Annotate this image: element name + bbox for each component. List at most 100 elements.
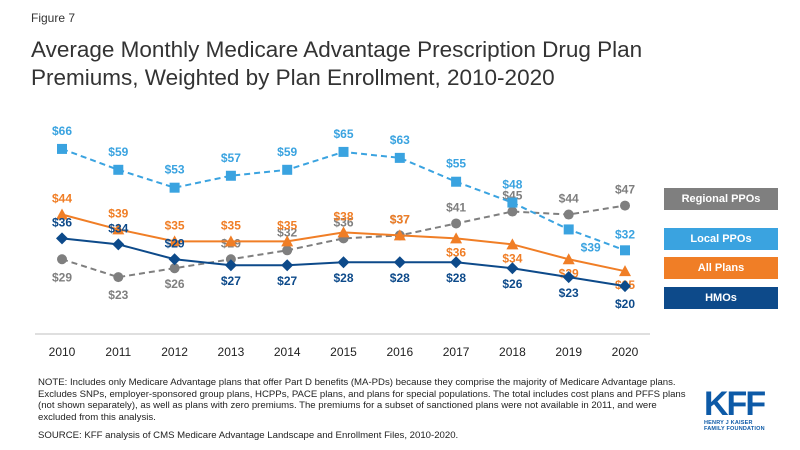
data-label: $23 — [559, 286, 579, 300]
data-label: $55 — [446, 157, 466, 171]
data-label: $32 — [277, 225, 297, 239]
data-point — [225, 170, 236, 181]
x-tick-label: 2017 — [443, 345, 470, 359]
data-point — [619, 280, 631, 293]
data-label: $39 — [581, 240, 601, 254]
data-label: $65 — [333, 127, 353, 141]
data-point — [393, 229, 406, 241]
data-label: $26 — [165, 277, 185, 291]
x-tick-label: 2019 — [555, 345, 582, 359]
legend-regional-ppos: Regional PPOs — [664, 188, 778, 210]
kff-logo: KFF HENRY J KAISER FAMILY FOUNDATION — [704, 385, 774, 432]
data-label: $38 — [333, 209, 353, 223]
data-point — [563, 209, 574, 220]
data-label: $27 — [277, 274, 297, 288]
x-tick-label: 2020 — [612, 345, 639, 359]
data-label: $37 — [390, 212, 410, 226]
data-point — [562, 271, 575, 284]
x-tick-label: 2016 — [386, 345, 413, 359]
data-point — [450, 232, 463, 244]
data-point — [507, 206, 518, 217]
data-point — [506, 238, 519, 250]
x-tick-label: 2014 — [274, 345, 301, 359]
x-tick-label: 2015 — [330, 345, 357, 359]
data-label: $36 — [446, 245, 466, 259]
data-label: $28 — [333, 271, 353, 285]
data-point — [169, 182, 180, 193]
logo-subtitle: HENRY J KAISER FAMILY FOUNDATION — [704, 420, 765, 432]
data-point — [450, 256, 463, 269]
data-point — [337, 226, 350, 238]
x-tick-label: 2013 — [218, 345, 245, 359]
data-point — [113, 164, 124, 175]
data-label: $28 — [390, 271, 410, 285]
data-label: $20 — [615, 297, 635, 311]
x-tick-label: 2018 — [499, 345, 526, 359]
data-point — [281, 235, 294, 247]
data-label: $34 — [108, 221, 128, 235]
data-label: $66 — [52, 124, 72, 138]
data-point — [281, 259, 294, 272]
data-point — [338, 146, 349, 157]
data-point — [56, 208, 68, 220]
data-label: $44 — [559, 192, 579, 206]
data-point — [620, 245, 630, 256]
data-point — [282, 245, 293, 256]
legend-hmos: HMOs — [664, 287, 778, 309]
data-label: $28 — [446, 271, 466, 285]
data-label: $36 — [52, 215, 72, 229]
data-label: $39 — [108, 206, 128, 220]
data-point — [393, 256, 406, 269]
data-label: $34 — [502, 251, 522, 265]
data-point — [112, 238, 125, 251]
data-point — [224, 235, 237, 247]
data-point — [56, 232, 68, 245]
data-label: $41 — [446, 200, 466, 214]
data-label: $63 — [390, 133, 410, 147]
data-point — [620, 200, 630, 211]
data-point — [451, 218, 462, 229]
data-label: $35 — [165, 218, 185, 232]
data-label: $47 — [615, 183, 635, 197]
data-label: $53 — [165, 163, 185, 177]
chart-note: NOTE: Includes only Medicare Advantage p… — [38, 377, 686, 423]
data-label: $27 — [221, 274, 241, 288]
data-point — [224, 259, 237, 272]
legend-all-plans: All Plans — [664, 257, 778, 279]
data-point — [507, 197, 518, 208]
data-point — [563, 224, 574, 235]
data-point — [562, 253, 575, 265]
data-point — [337, 256, 350, 269]
data-label: $48 — [502, 178, 522, 192]
data-label: $29 — [52, 270, 72, 284]
data-point — [112, 223, 125, 235]
data-label: $35 — [277, 218, 297, 232]
data-point — [168, 253, 181, 266]
x-tick-label: 2012 — [161, 345, 188, 359]
chart-title: Average Monthly Medicare Advantage Presc… — [31, 37, 643, 90]
data-label: $23 — [108, 288, 128, 302]
data-point — [57, 143, 67, 154]
figure-label: Figure 7 — [31, 11, 76, 25]
data-point — [506, 262, 519, 275]
chart-source: SOURCE: KFF analysis of CMS Medicare Adv… — [38, 430, 459, 441]
data-label: $57 — [221, 151, 241, 165]
data-label: $59 — [108, 145, 128, 159]
data-label: $26 — [502, 277, 522, 291]
data-point — [169, 263, 180, 274]
data-point — [282, 164, 293, 175]
x-tick-label: 2011 — [105, 345, 131, 359]
legend-local-ppos: Local PPOs — [664, 228, 778, 250]
data-label: $29 — [165, 236, 185, 250]
data-point — [619, 265, 631, 277]
data-point — [113, 272, 124, 283]
data-label: $37 — [390, 212, 410, 226]
data-point — [168, 235, 181, 247]
logo-mark: KFF — [704, 385, 766, 423]
data-label: $32 — [615, 227, 635, 241]
data-point — [394, 152, 405, 163]
data-label: $36 — [333, 215, 353, 229]
x-tick-label: 2010 — [49, 345, 76, 359]
data-label: $44 — [52, 192, 72, 206]
